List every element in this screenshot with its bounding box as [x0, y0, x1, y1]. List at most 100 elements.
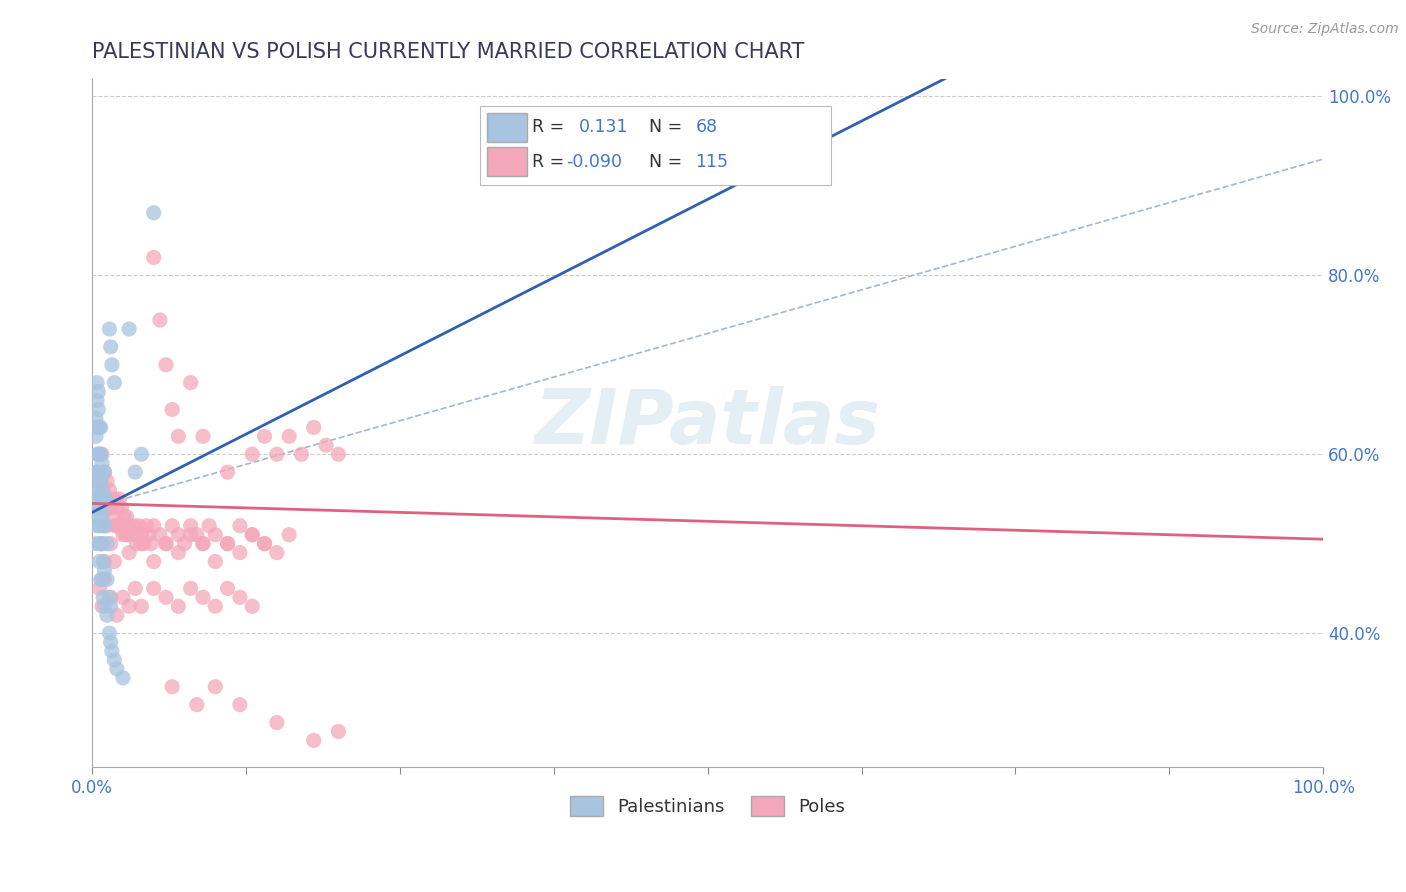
Point: [100, 536, 122, 550]
Point: [111, 527, 134, 541]
Point: [83, 483, 105, 497]
Point: [86, 420, 108, 434]
Point: [229, 698, 252, 712]
Point: [90, 474, 112, 488]
Point: [90, 500, 112, 515]
Text: R =: R =: [531, 153, 569, 171]
Point: [111, 500, 134, 515]
Point: [96, 608, 118, 623]
Point: [111, 671, 134, 685]
Point: [142, 251, 165, 265]
Point: [91, 573, 114, 587]
Point: [91, 555, 114, 569]
Point: [105, 518, 128, 533]
Text: PALESTINIAN VS POLISH CURRENTLY MARRIED CORRELATION CHART: PALESTINIAN VS POLISH CURRENTLY MARRIED …: [93, 42, 804, 62]
Point: [278, 527, 301, 541]
Point: [83, 500, 105, 515]
Point: [132, 536, 155, 550]
Point: [91, 591, 114, 605]
Point: [91, 518, 114, 533]
Point: [101, 644, 124, 658]
Point: [87, 465, 110, 479]
Point: [93, 599, 115, 614]
FancyBboxPatch shape: [488, 147, 527, 177]
Point: [118, 599, 141, 614]
Point: [98, 626, 121, 640]
Point: [160, 402, 183, 417]
Point: [198, 518, 221, 533]
Point: [97, 500, 120, 515]
Point: [93, 564, 115, 578]
Point: [101, 491, 124, 506]
Point: [328, 724, 350, 739]
Point: [90, 573, 112, 587]
Point: [240, 447, 263, 461]
Point: [96, 536, 118, 550]
Point: [217, 465, 239, 479]
Point: [240, 527, 263, 541]
Point: [131, 599, 153, 614]
Point: [101, 509, 124, 524]
Point: [96, 474, 118, 488]
Point: [93, 518, 115, 533]
Point: [204, 680, 226, 694]
Point: [103, 491, 125, 506]
Point: [86, 465, 108, 479]
Text: N =: N =: [648, 119, 688, 136]
Point: [278, 429, 301, 443]
Point: [86, 518, 108, 533]
FancyBboxPatch shape: [488, 113, 527, 142]
Point: [96, 573, 118, 587]
Point: [84, 429, 107, 443]
Text: 68: 68: [696, 119, 717, 136]
Point: [90, 536, 112, 550]
Point: [180, 582, 202, 596]
Point: [328, 447, 350, 461]
Point: [114, 527, 136, 541]
Point: [131, 447, 153, 461]
Point: [89, 582, 111, 596]
Point: [98, 483, 121, 497]
Point: [302, 420, 325, 434]
Y-axis label: Currently Married: Currently Married: [0, 344, 8, 502]
Point: [90, 420, 112, 434]
Point: [111, 591, 134, 605]
Point: [240, 527, 263, 541]
Point: [91, 456, 114, 470]
Point: [86, 376, 108, 390]
Point: [191, 591, 214, 605]
Point: [160, 680, 183, 694]
Point: [84, 411, 107, 425]
Point: [87, 483, 110, 497]
Point: [124, 582, 146, 596]
Point: [100, 591, 122, 605]
FancyBboxPatch shape: [479, 106, 831, 186]
Point: [103, 653, 125, 667]
Point: [229, 518, 252, 533]
Point: [149, 313, 172, 327]
Point: [101, 358, 124, 372]
Point: [94, 491, 117, 506]
Text: R =: R =: [531, 119, 569, 136]
Point: [131, 527, 153, 541]
Text: 115: 115: [696, 153, 728, 171]
Point: [124, 527, 146, 541]
Point: [89, 491, 111, 506]
Point: [173, 536, 195, 550]
Point: [253, 536, 276, 550]
Point: [204, 555, 226, 569]
Point: [266, 447, 288, 461]
Point: [104, 518, 127, 533]
Point: [155, 536, 177, 550]
Point: [103, 376, 125, 390]
Point: [91, 483, 114, 497]
Point: [253, 429, 276, 443]
Point: [180, 376, 202, 390]
Point: [89, 474, 111, 488]
Point: [266, 546, 288, 560]
Point: [87, 465, 110, 479]
Point: [87, 509, 110, 524]
Point: [117, 527, 139, 541]
Point: [89, 420, 111, 434]
Text: -0.090: -0.090: [567, 153, 621, 171]
